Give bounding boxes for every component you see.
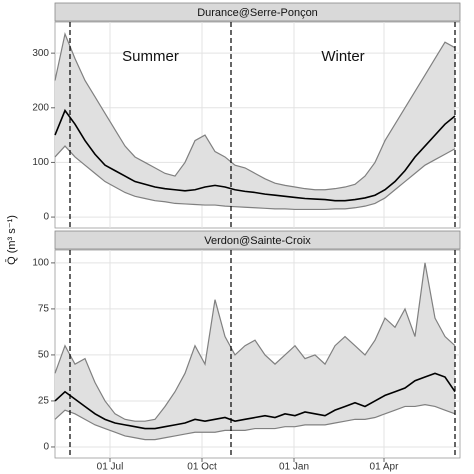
y-tick-label: 75 <box>38 304 50 315</box>
band <box>55 34 455 210</box>
band <box>55 262 455 440</box>
x-tick-label: 01 Oct <box>187 462 217 473</box>
strip <box>54 2 461 22</box>
line <box>54 404 456 441</box>
y-tick-label: 300 <box>32 48 49 59</box>
line <box>54 108 456 202</box>
line <box>54 262 456 422</box>
strip <box>54 230 461 250</box>
x-tick-label: 01 Jul <box>97 462 124 473</box>
x-tick-label: 01 Jan <box>279 462 309 473</box>
strip-title: Durance@Serre-Ponçon <box>197 7 318 19</box>
annotation: Summer <box>122 48 179 65</box>
y-axis-label: Q̄ (m³ s⁻¹) <box>5 215 18 265</box>
y-tick-label: 100 <box>32 258 49 269</box>
y-tick-label: 100 <box>32 157 49 168</box>
y-tick-label: 0 <box>43 212 49 223</box>
y-tick-label: 0 <box>43 442 49 453</box>
line <box>54 372 456 430</box>
x-tick-label: 01 Apr <box>370 462 400 473</box>
line <box>54 145 456 211</box>
y-tick-label: 50 <box>38 350 50 361</box>
strip-title: Verdon@Sainte-Croix <box>204 235 311 247</box>
y-tick-label: 25 <box>38 396 50 407</box>
annotation: Winter <box>321 48 364 65</box>
y-tick-label: 200 <box>32 102 49 113</box>
line <box>54 31 456 191</box>
